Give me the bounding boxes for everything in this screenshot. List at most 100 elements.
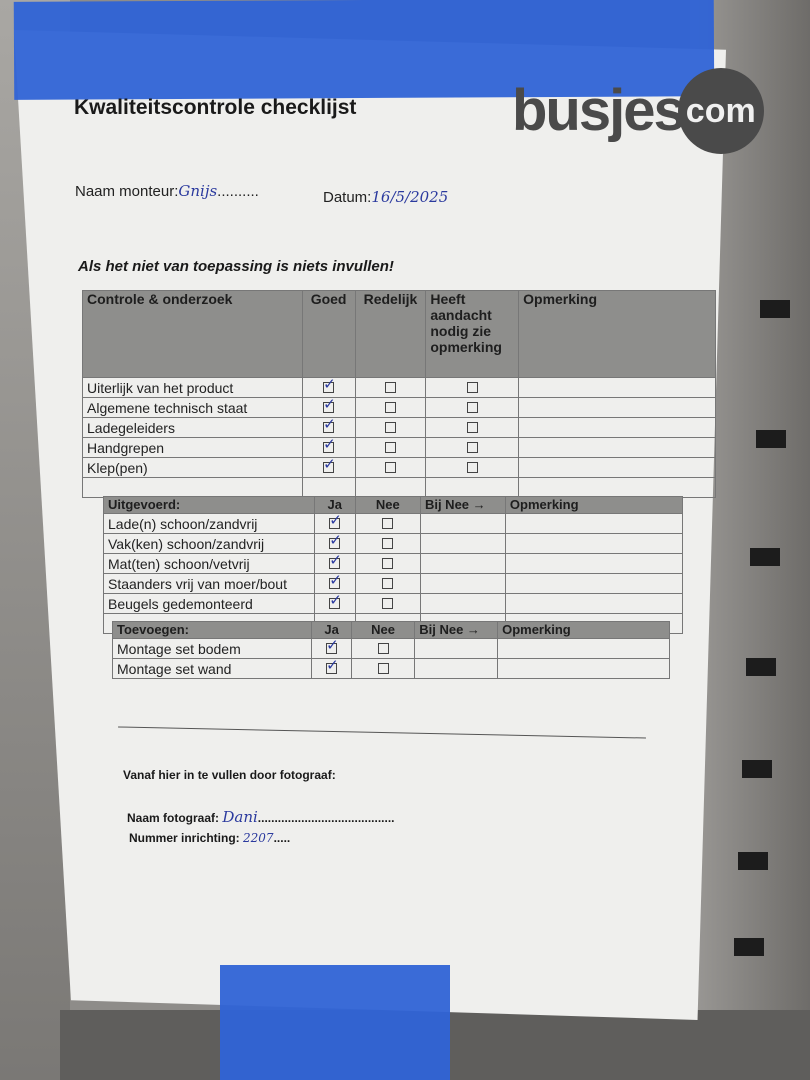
opmerking-cell[interactable]	[504, 553, 684, 574]
checkbox-checked[interactable]	[323, 455, 336, 473]
opmerking-cell[interactable]	[504, 533, 684, 554]
opmerking-cell[interactable]	[518, 397, 716, 418]
opmerking-cell[interactable]	[419, 593, 506, 614]
empty-cell	[518, 477, 716, 498]
opmerking-cell[interactable]	[504, 573, 684, 594]
datum-label: Datum:	[323, 189, 372, 206]
column-header: Opmerking	[504, 496, 684, 514]
panel-hole	[760, 300, 790, 318]
checkbox-empty[interactable]	[466, 421, 478, 433]
empty-cell	[425, 477, 520, 498]
logo-com: com	[677, 68, 764, 154]
checkbox-checked[interactable]	[329, 551, 342, 569]
checkbox-cell	[301, 435, 356, 458]
opmerking-cell[interactable]	[419, 553, 506, 574]
checkbox-empty[interactable]	[382, 537, 394, 549]
empty-row	[82, 477, 716, 498]
row-label: Klep(pen)	[82, 457, 303, 478]
opmerking-cell[interactable]	[518, 377, 716, 398]
checkbox-checked[interactable]	[326, 656, 339, 674]
checkbox-empty[interactable]	[382, 597, 394, 609]
checkbox-checked[interactable]	[329, 531, 342, 549]
busjes-logo: busjes com	[512, 68, 764, 154]
row-label: Lade(n) schoon/zandvrij	[103, 513, 315, 534]
opmerking-cell[interactable]	[497, 658, 670, 679]
checkbox-empty[interactable]	[384, 421, 396, 433]
checkbox-cell	[354, 553, 421, 574]
inrichting-number-value: 2207	[243, 831, 274, 845]
checkbox-empty[interactable]	[384, 401, 396, 413]
opmerking-cell[interactable]	[504, 593, 684, 614]
checkbox-empty[interactable]	[384, 461, 396, 473]
photographer-heading: Vanaf hier in te vullen door fotograaf:	[123, 768, 336, 782]
checkbox-cell	[354, 417, 427, 438]
checkbox-checked[interactable]	[329, 571, 342, 589]
opmerking-cell[interactable]	[419, 513, 506, 534]
checkbox-empty[interactable]	[382, 517, 394, 529]
opmerking-cell[interactable]	[414, 658, 499, 679]
monteur-label: Naam monteur:	[75, 183, 179, 200]
checkbox-cell	[354, 457, 427, 478]
checkbox-cell	[354, 513, 421, 534]
checkbox-empty[interactable]	[382, 557, 394, 569]
row-label: Ladegeleiders	[82, 417, 303, 438]
checkbox-checked[interactable]	[323, 375, 336, 393]
uitgevoerd-table: Uitgevoerd: Ja Nee Bij Nee → Opmerking Lade(n…	[103, 496, 684, 634]
checkbox-empty[interactable]	[382, 577, 394, 589]
table-row: Montage set bodem	[111, 636, 670, 659]
checkbox-empty[interactable]	[466, 381, 478, 393]
column-header: Controle & onderzoek	[82, 290, 303, 378]
panel-hole	[746, 658, 776, 676]
checkbox-cell	[313, 551, 356, 574]
table-row: Beugels gedemonteerd	[103, 591, 684, 614]
checkbox-cell	[425, 397, 520, 418]
checkbox-checked[interactable]	[329, 511, 342, 529]
checkbox-empty[interactable]	[466, 401, 478, 413]
checkbox-cell	[313, 511, 356, 534]
opmerking-cell[interactable]	[419, 533, 506, 554]
checkbox-empty[interactable]	[377, 642, 389, 654]
column-header: Uitgevoerd:	[103, 496, 315, 514]
empty-cell	[301, 477, 356, 498]
logo-word: busjes	[512, 78, 686, 143]
header-row: Controle & onderzoek Goed Redelijk Heeft aa…	[82, 290, 716, 378]
row-label: Algemene technisch staat	[82, 397, 303, 418]
opmerking-cell[interactable]	[518, 437, 716, 458]
checkbox-checked[interactable]	[323, 395, 336, 413]
checkbox-checked[interactable]	[323, 435, 336, 453]
opmerking-cell[interactable]	[414, 638, 499, 659]
page-title: Kwaliteitscontrole checklijst	[74, 96, 357, 119]
checkbox-empty[interactable]	[377, 662, 389, 674]
row-label: Handgrepen	[82, 437, 303, 458]
table-row: Lade(n) schoon/zandvrij	[103, 511, 684, 534]
column-header: Redelijk	[354, 290, 427, 378]
checkbox-cell	[313, 591, 356, 614]
checkbox-empty[interactable]	[466, 441, 478, 453]
checkbox-checked[interactable]	[323, 415, 336, 433]
opmerking-cell[interactable]	[518, 457, 716, 478]
checkbox-cell	[350, 638, 416, 659]
opmerking-cell[interactable]	[504, 513, 684, 534]
row-label: Mat(ten) schoon/vetvrij	[103, 553, 315, 574]
row-label: Beugels gedemonteerd	[103, 593, 315, 614]
panel-hole	[734, 938, 764, 956]
checkbox-cell	[425, 417, 520, 438]
checkbox-cell	[425, 457, 520, 478]
checkbox-checked[interactable]	[326, 636, 339, 654]
opmerking-cell[interactable]	[419, 573, 506, 594]
row-label: Staanders vrij van moer/bout	[103, 573, 315, 594]
checkbox-cell	[425, 437, 520, 458]
checkbox-empty[interactable]	[384, 441, 396, 453]
opmerking-cell[interactable]	[518, 417, 716, 438]
opmerking-cell[interactable]	[497, 638, 670, 659]
column-header: Nee	[354, 496, 421, 514]
datum-field: Datum:16/5/2025	[323, 188, 448, 206]
column-header: Ja	[313, 496, 356, 514]
empty-cell	[354, 477, 427, 498]
photographer-name-field: Naam fotograaf: Dani....................…	[127, 808, 395, 826]
inrichting-number-field: Nummer inrichting: 2207.....	[129, 831, 291, 845]
checkbox-empty[interactable]	[384, 381, 396, 393]
checkbox-cell	[354, 377, 427, 398]
checkbox-checked[interactable]	[329, 591, 342, 609]
checkbox-empty[interactable]	[466, 461, 478, 473]
